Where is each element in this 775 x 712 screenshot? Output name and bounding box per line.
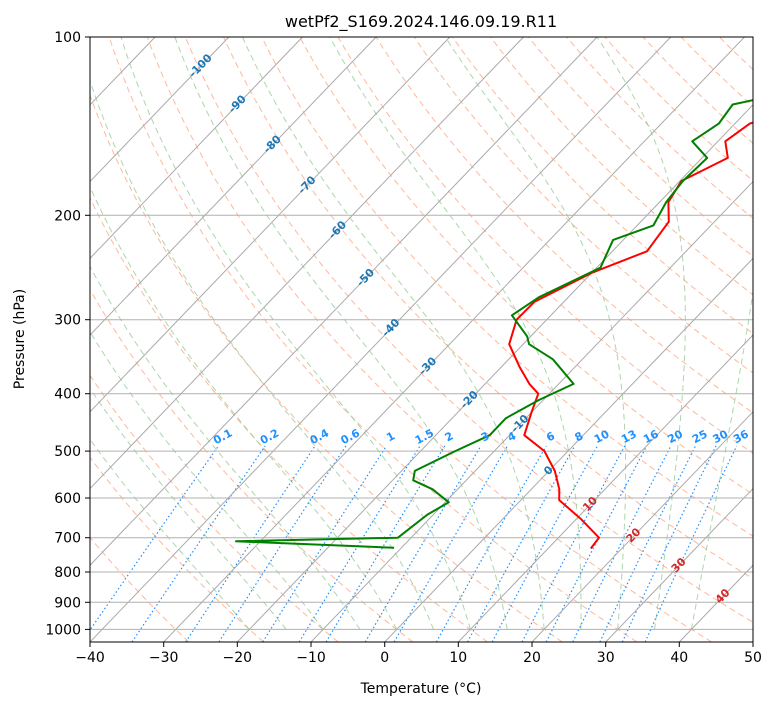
isotherm-line xyxy=(0,37,8,642)
mixing-ratio-line xyxy=(326,446,445,642)
isotherm-line xyxy=(0,37,523,642)
y-tick-label: 500 xyxy=(54,444,81,460)
dewpoint-profile xyxy=(236,37,775,548)
x-tick-label: 30 xyxy=(597,650,615,666)
mixing-ratio-line xyxy=(622,446,716,642)
isotherm-line xyxy=(0,37,303,642)
mixing-ratio-line xyxy=(573,446,671,642)
y-tick-label: 800 xyxy=(54,565,81,581)
mixing-ratio-line xyxy=(468,446,575,642)
dry-adiabat xyxy=(185,37,775,642)
mixing-ratio-label: 20 xyxy=(665,427,685,446)
dry-adiabat xyxy=(643,37,775,642)
mixing-ratio-line xyxy=(600,446,696,642)
dry-adiabat xyxy=(719,37,775,642)
mixing-ratio-label: 36 xyxy=(731,427,751,446)
y-tick-label: 600 xyxy=(54,491,81,507)
moist-adiabat xyxy=(40,37,397,629)
dry-adiabat xyxy=(338,37,775,642)
moist-adiabat xyxy=(445,37,625,629)
dry-adiabat xyxy=(681,37,775,642)
dry-adiabat xyxy=(757,37,775,642)
mixing-ratio-label: 0.2 xyxy=(258,426,281,447)
y-tick-label: 100 xyxy=(54,30,81,46)
dry-adiabat xyxy=(0,37,413,642)
dry-adiabat xyxy=(491,37,775,642)
x-tick-label: −30 xyxy=(149,650,179,666)
mixing-ratio-label: 8 xyxy=(573,429,586,444)
isotherm-line xyxy=(164,37,745,642)
mixing-ratio-line xyxy=(394,446,507,642)
isotherm-line xyxy=(0,37,229,642)
x-tick-label: 40 xyxy=(670,650,688,666)
x-axis-label: Temperature (°C) xyxy=(360,681,482,697)
isotherm-line xyxy=(0,37,376,642)
mixing-ratio-label: 25 xyxy=(690,427,710,446)
y-tick-label: 400 xyxy=(54,387,81,403)
mixing-ratio-label: 1.5 xyxy=(413,426,436,447)
mixing-ratio-line xyxy=(365,446,481,642)
isotherm-line xyxy=(753,37,775,642)
y-tick-label: 1000 xyxy=(45,622,81,638)
dry-adiabat xyxy=(529,37,775,642)
x-tick-label: −10 xyxy=(296,650,326,666)
mixing-ratio-label: 1 xyxy=(384,429,397,444)
mixing-ratio-label: 10 xyxy=(592,427,612,446)
dry-adiabat xyxy=(147,37,711,642)
mixing-ratio-line xyxy=(132,446,265,642)
dry-adiabat xyxy=(300,37,775,642)
isotherm-line xyxy=(237,37,775,642)
x-tick-label: 0 xyxy=(380,650,389,666)
dry-adiabat xyxy=(0,37,189,642)
chart-title: wetPf2_S169.2024.146.09.19.R11 xyxy=(285,12,557,32)
y-axis-label: Pressure (hPa) xyxy=(12,289,28,389)
moist-adiabat xyxy=(175,37,507,629)
x-tick-label: −20 xyxy=(223,650,253,666)
mixing-ratio-label: 2 xyxy=(443,429,456,444)
mixing-ratio-label: 0.6 xyxy=(339,426,363,447)
dry-adiabat xyxy=(414,37,775,642)
mixing-ratio-label: 0.4 xyxy=(308,426,332,447)
y-tick-label: 200 xyxy=(54,208,81,224)
mixing-ratio-label: 3 xyxy=(479,429,492,444)
mixing-ratio-line xyxy=(645,446,737,642)
mixing-ratio-line xyxy=(522,446,625,642)
x-tick-label: −40 xyxy=(75,650,105,666)
dry-adiabat xyxy=(109,37,637,642)
isotherm-line xyxy=(0,37,450,642)
x-tick-label: 10 xyxy=(449,650,467,666)
moist-adiabat xyxy=(597,37,685,629)
mixing-ratio-label: 16 xyxy=(641,427,661,446)
mixing-ratio-label: 6 xyxy=(544,429,557,444)
dry-adiabat xyxy=(262,37,775,642)
moist-adiabat xyxy=(0,37,249,629)
moist-adiabat xyxy=(330,37,581,629)
dry-adiabat xyxy=(605,37,775,642)
x-tick-label: 20 xyxy=(523,650,541,666)
mixing-ratio-label: 30 xyxy=(711,427,731,446)
mixing-ratio-label: 0.1 xyxy=(211,426,234,447)
x-tick-label: 50 xyxy=(744,650,762,666)
y-tick-label: 700 xyxy=(54,531,81,547)
y-tick-label: 300 xyxy=(54,313,81,329)
isotherm-line xyxy=(606,37,775,642)
y-tick-label: 900 xyxy=(54,595,81,611)
dry-adiabat xyxy=(0,37,264,642)
mixing-ratio-line xyxy=(436,446,546,642)
mixing-ratio-label: 13 xyxy=(619,427,639,446)
